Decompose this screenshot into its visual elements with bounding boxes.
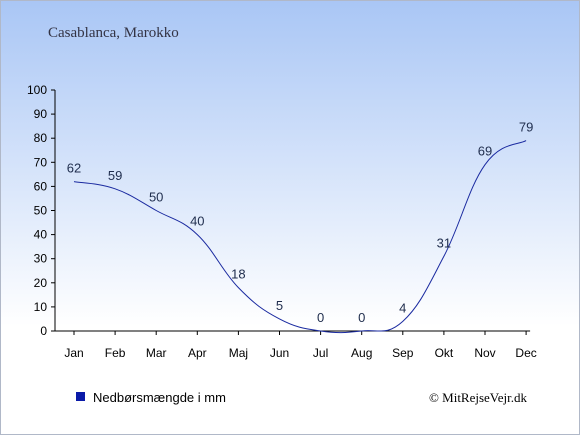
data-label: 69 — [478, 144, 492, 159]
x-tick-label: Aug — [351, 346, 372, 360]
y-tick-label: 60 — [34, 179, 48, 193]
legend-label: Nedbørsmængde i mm — [93, 390, 226, 405]
y-tick-label: 0 — [40, 324, 47, 338]
data-label: 50 — [149, 190, 163, 205]
y-tick-label: 30 — [34, 252, 48, 266]
series-line — [73, 140, 527, 334]
x-axis-ticks: Jan Feb Mar Apr Maj Jun Jul Aug Sep Okt Nov Dec — [64, 331, 537, 360]
x-tick-label: Jul — [313, 346, 328, 360]
y-tick-label: 80 — [34, 131, 48, 145]
y-tick-label: 70 — [34, 155, 48, 169]
data-label: 59 — [108, 168, 122, 183]
credit: © MitRejseVejr.dk — [429, 390, 527, 405]
data-label: 4 — [399, 300, 406, 315]
data-label: 0 — [317, 310, 324, 325]
x-tick-label: Apr — [188, 346, 207, 360]
data-label: 40 — [190, 214, 204, 229]
x-tick-label: Mar — [146, 346, 167, 360]
x-tick-label: Sep — [392, 346, 414, 360]
legend: Nedbørsmængde i mm — [76, 390, 226, 405]
legend-swatch — [76, 392, 85, 401]
data-label: 18 — [231, 267, 245, 282]
x-tick-label: Jun — [270, 346, 289, 360]
data-label: 62 — [67, 161, 81, 176]
y-tick-label: 50 — [34, 204, 48, 218]
x-tick-label: Nov — [474, 346, 495, 360]
data-label: 79 — [519, 120, 533, 135]
y-tick-label: 100 — [27, 83, 47, 97]
x-tick-label: Okt — [435, 346, 454, 360]
data-label: 0 — [358, 310, 365, 325]
data-label: 5 — [276, 298, 283, 313]
y-axis-ticks: 0 10 20 30 40 50 60 70 80 90 100 — [27, 83, 55, 338]
data-label: 31 — [437, 235, 451, 250]
chart-title: Casablanca, Marokko — [48, 25, 179, 41]
x-tick-label: Feb — [105, 346, 126, 360]
y-tick-label: 90 — [34, 107, 48, 121]
y-tick-label: 40 — [34, 228, 48, 242]
y-tick-label: 10 — [34, 300, 48, 314]
x-tick-label: Maj — [229, 346, 248, 360]
x-tick-label: Jan — [64, 346, 83, 360]
x-tick-label: Dec — [515, 346, 536, 360]
y-tick-label: 20 — [34, 276, 48, 290]
